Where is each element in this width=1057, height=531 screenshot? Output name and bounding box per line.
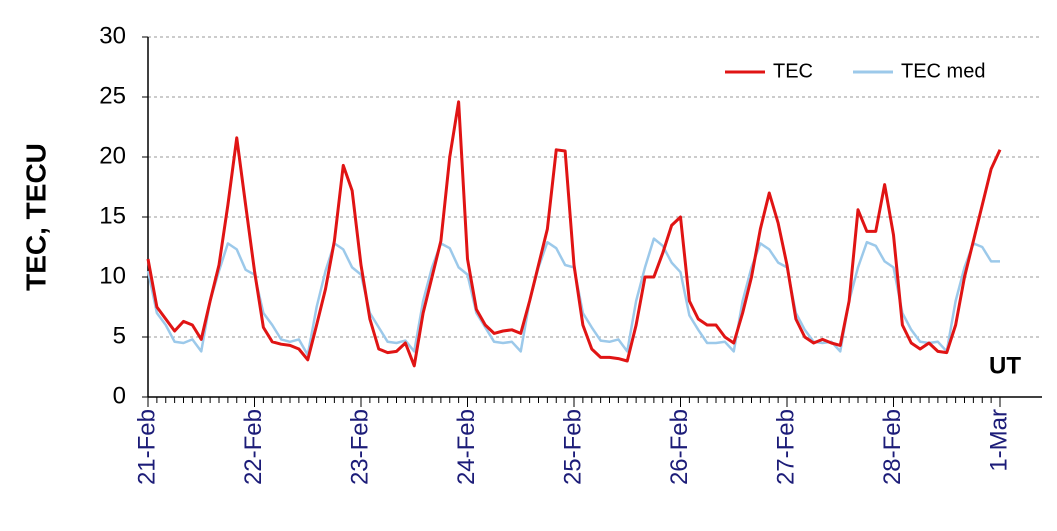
x-tick-label: 28-Feb bbox=[879, 409, 906, 485]
y-tick-label: 25 bbox=[99, 82, 126, 109]
series-line bbox=[146, 100, 1002, 368]
legend-label: TEC med bbox=[901, 60, 985, 82]
x-tick-label: 27-Feb bbox=[772, 409, 799, 485]
x-tick-label: 26-Feb bbox=[666, 409, 693, 485]
annotation: UT bbox=[989, 352, 1021, 379]
x-tick-label: 23-Feb bbox=[346, 409, 373, 485]
x-tick-label: 21-Feb bbox=[133, 409, 160, 485]
x-tick-label: 24-Feb bbox=[453, 409, 480, 485]
y-tick-label: 30 bbox=[99, 22, 126, 49]
x-tick-label: 22-Feb bbox=[240, 409, 267, 485]
y-tick-label: 0 bbox=[113, 382, 126, 409]
y-tick-label: 15 bbox=[99, 202, 126, 229]
x-tick-label: 25-Feb bbox=[559, 409, 586, 485]
legend-label: TEC bbox=[773, 60, 813, 82]
y-tick-label: 20 bbox=[99, 142, 126, 169]
x-tick-label: 1-Mar bbox=[985, 409, 1012, 472]
y-tick-label: 10 bbox=[99, 262, 126, 289]
y-tick-label: 5 bbox=[113, 322, 126, 349]
y-axis-title: TEC, TECU bbox=[20, 143, 51, 291]
